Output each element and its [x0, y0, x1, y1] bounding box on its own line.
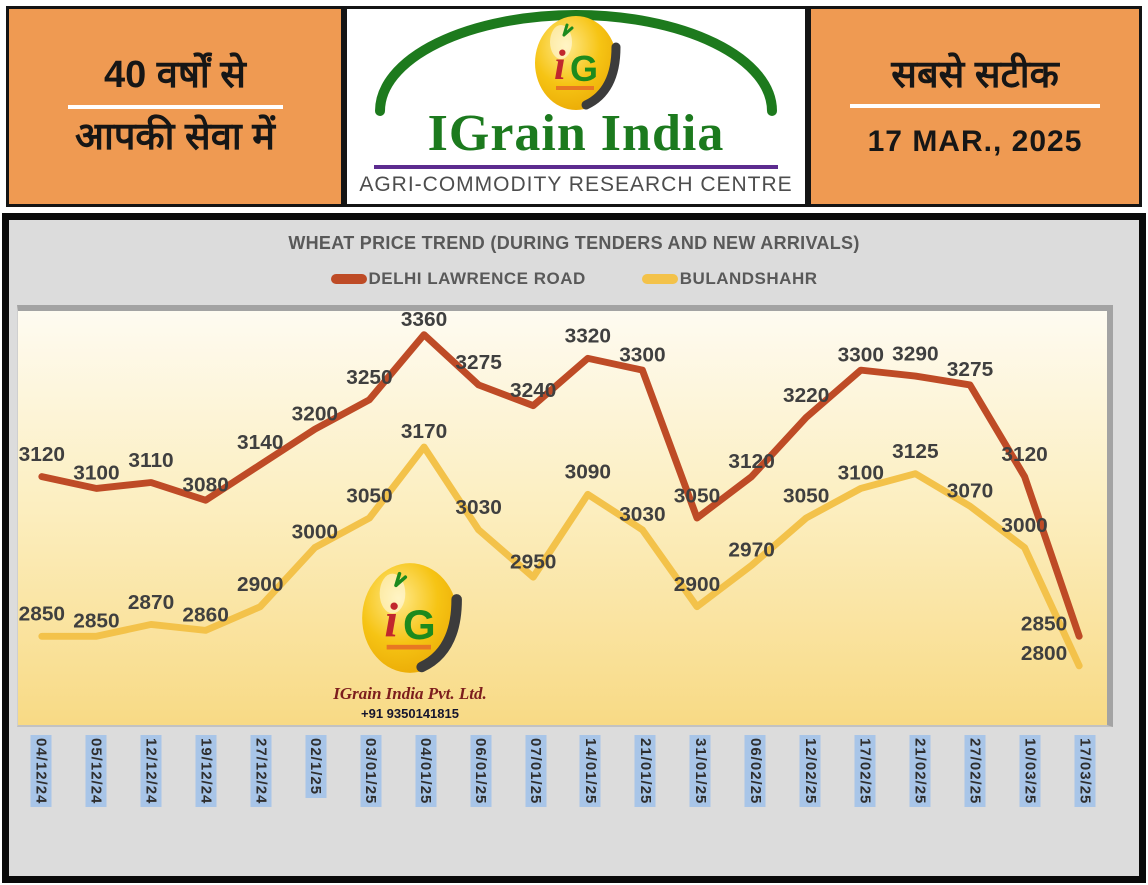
brand-name: IGrain India — [427, 105, 725, 162]
data-label: 3100 — [73, 462, 119, 485]
logo-arch-icon — [375, 10, 777, 116]
date-label: 02/1/25 — [305, 735, 327, 799]
data-label: 3240 — [510, 379, 556, 402]
date-label: 06/02/25 — [744, 735, 766, 808]
data-label: 3300 — [619, 343, 665, 366]
data-label: 3140 — [237, 431, 283, 454]
svg-text:G: G — [570, 48, 598, 89]
data-label: 2900 — [237, 573, 283, 596]
watermark-phone: +91 9350141815 — [361, 706, 459, 721]
date-label: 05/12/24 — [85, 735, 107, 808]
data-label: 3110 — [128, 449, 173, 472]
header-logo-panel: i G IGrain India AGRI-COMMODITY RESEARCH… — [344, 6, 808, 207]
data-label: 3030 — [455, 496, 501, 519]
plot-area: 3120 3100 3110 3080 3140 3200 3250 3360 3275 3240… — [17, 305, 1113, 727]
data-label: 3000 — [292, 521, 338, 544]
header-left-divider — [67, 104, 283, 109]
data-label: 3000 — [1001, 514, 1047, 537]
data-label: 3120 — [19, 443, 65, 466]
date-label: 21/02/25 — [909, 735, 931, 808]
date-label: 03/01/25 — [360, 735, 382, 808]
date-label: 12/12/24 — [140, 735, 162, 808]
data-label: 3125 — [892, 440, 938, 463]
data-label: 2970 — [728, 539, 774, 562]
data-label: 2860 — [182, 604, 228, 627]
date-label: 12/02/25 — [799, 735, 821, 808]
header-left-panel: 40 वर्षों से आपकी सेवा में — [6, 6, 344, 207]
data-label: 3120 — [728, 450, 774, 473]
data-label: 3050 — [346, 484, 392, 507]
x-axis-date-labels: 04/12/24 05/12/24 12/12/24 19/12/24 27/12/24… — [17, 733, 1113, 835]
data-label: 2800 — [1021, 642, 1067, 665]
series-line-0 — [38, 331, 1083, 640]
brand-tagline: AGRI-COMMODITY RESEARCH CENTRE — [359, 173, 793, 196]
data-label: 3070 — [947, 479, 993, 502]
header-right-panel: सबसे सटीक 17 MAR., 2025 — [808, 6, 1142, 207]
date-label: 31/01/25 — [689, 735, 711, 808]
header: 40 वर्षों से आपकी सेवा में i G — [6, 6, 1142, 207]
date-label: 17/02/25 — [854, 735, 876, 808]
report-date: 17 MAR., 2025 — [867, 125, 1083, 159]
igrain-emblem-icon: i G — [535, 16, 621, 110]
data-label: 3290 — [892, 342, 938, 365]
date-label: 21/01/25 — [634, 735, 656, 808]
chart-panel: WHEAT PRICE TREND (DURING TENDERS AND NE… — [2, 213, 1146, 883]
date-label: 19/12/24 — [195, 735, 217, 808]
legend-item-bulandshahr: BULANDSHAHR — [641, 269, 818, 289]
data-label: 2850 — [1021, 613, 1067, 636]
date-label: 04/01/25 — [415, 735, 437, 808]
data-label: 3080 — [182, 474, 228, 497]
legend: DELHI LAWRENCE ROAD BULANDSHAHR — [9, 269, 1139, 289]
date-label: 04/12/24 — [30, 735, 52, 808]
data-label: 2870 — [128, 591, 174, 614]
data-label: 3275 — [947, 358, 993, 381]
legend-label-bulandshahr: BULANDSHAHR — [679, 269, 818, 288]
data-label: 3220 — [783, 384, 829, 407]
brand-divider — [374, 165, 778, 169]
svg-text:i: i — [384, 593, 398, 648]
data-label: 3090 — [565, 461, 611, 484]
legend-label-delhi: DELHI LAWRENCE ROAD — [368, 269, 586, 288]
watermark-company: IGrain India Pvt. Ltd. — [333, 684, 487, 703]
date-label: 27/02/25 — [964, 735, 986, 808]
watermark: i G IGrain India Pvt. Ltd. +91 935014181… — [310, 559, 510, 721]
svg-text:i: i — [554, 43, 566, 89]
data-label: 3250 — [346, 366, 392, 389]
series-line-1 — [38, 443, 1083, 670]
watermark-emblem-icon: i G — [362, 563, 462, 673]
data-label: 3050 — [783, 484, 829, 507]
data-label: 2950 — [510, 550, 556, 573]
header-right-line1: सबसे सटीक — [891, 53, 1059, 96]
data-label: 2850 — [19, 603, 65, 626]
header-left-line2: आपकी सेवा में — [75, 115, 275, 158]
chart-title: WHEAT PRICE TREND (DURING TENDERS AND NE… — [288, 233, 860, 253]
data-label: 3170 — [401, 420, 447, 443]
header-left-line1: 40 वर्षों से — [103, 53, 246, 96]
data-label: 3200 — [292, 403, 338, 426]
legend-item-delhi: DELHI LAWRENCE ROAD — [330, 269, 586, 289]
data-label: 3100 — [838, 462, 884, 485]
header-right-divider — [850, 104, 1100, 109]
data-label: 2850 — [73, 610, 119, 633]
data-label: 3050 — [674, 484, 720, 507]
legend-swatch-bulandshahr-icon — [641, 274, 678, 284]
date-label: 06/01/25 — [470, 735, 492, 808]
legend-swatch-delhi-icon — [330, 274, 367, 284]
data-label: 3120 — [1001, 443, 1047, 466]
data-label: 3030 — [619, 503, 665, 526]
data-label: 2900 — [674, 573, 720, 596]
data-label: 3320 — [565, 325, 611, 348]
date-label: 27/12/24 — [250, 735, 272, 808]
data-label: 3275 — [455, 351, 501, 374]
date-label: 17/03/25 — [1074, 735, 1096, 808]
price-line-chart: 3120 3100 3110 3080 3140 3200 3250 3360 3275 3240… — [19, 308, 1083, 670]
date-label: 07/01/25 — [525, 735, 547, 808]
data-label: 3300 — [838, 343, 884, 366]
svg-text:G: G — [403, 601, 436, 648]
date-label: 14/01/25 — [579, 735, 601, 808]
data-label: 3360 — [401, 308, 447, 331]
date-label: 10/03/25 — [1019, 735, 1041, 808]
